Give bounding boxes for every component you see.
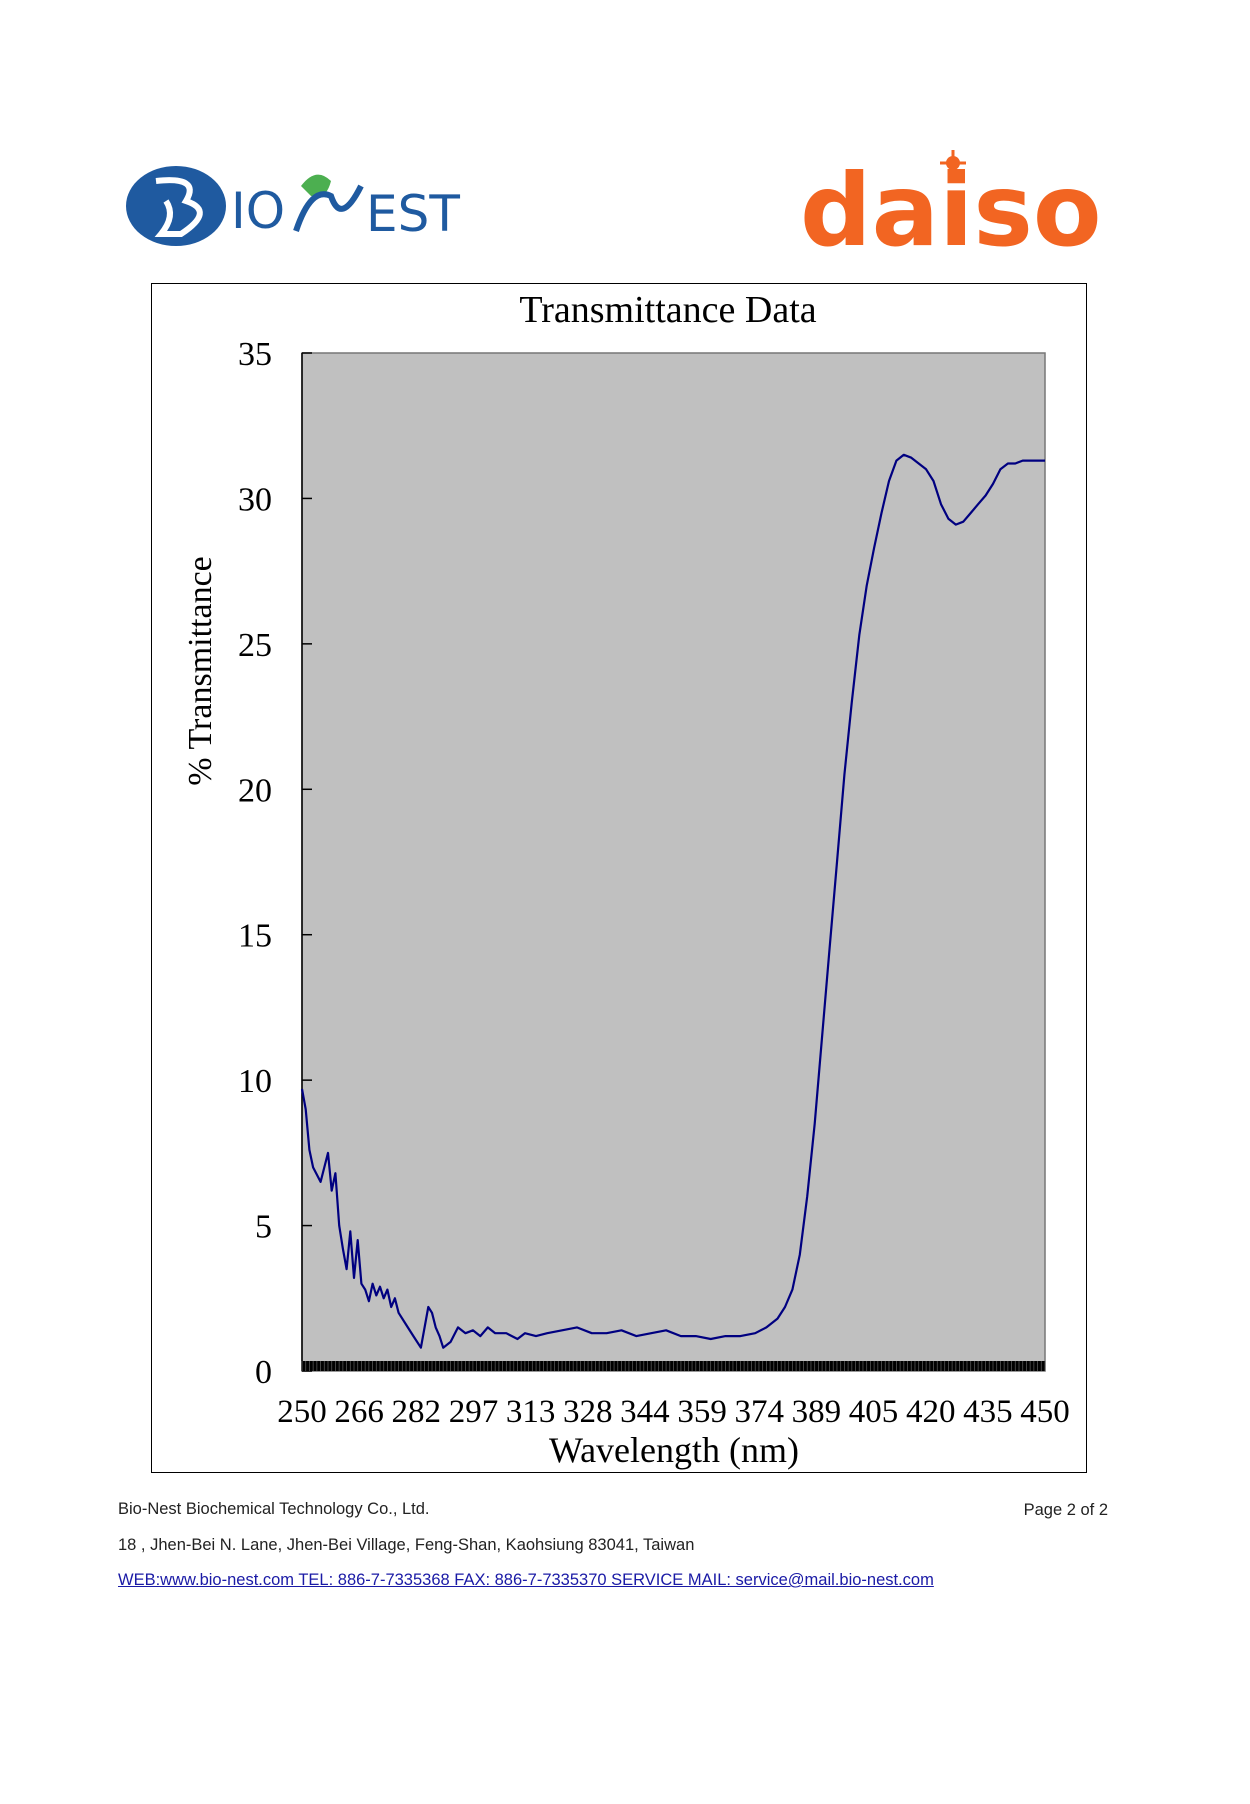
x-tick-label: 389 [792,1394,842,1430]
bionest-logo-text-io: IO [231,182,285,240]
x-tick-label: 450 [1020,1394,1070,1430]
x-tick-label: 313 [506,1394,555,1430]
daiso-logo: daiso [800,150,1100,260]
x-axis-tick-band [301,1361,1046,1371]
x-tick-label: 266 [334,1394,384,1430]
footer-address: 18 , Jhen-Bei N. Lane, Jhen-Bei Village,… [118,1536,695,1554]
bionest-logo: IO EST [126,166,460,246]
footer-company: Bio-Nest Biochemical Technology Co., Ltd… [118,1500,430,1518]
x-tick-label: 297 [449,1394,499,1430]
x-tick-label: 250 [277,1394,327,1430]
y-tick-label: 35 [238,336,272,373]
chart-title: Transmittance Data [519,289,816,331]
bionest-logo-n-glyph [293,184,364,232]
x-tick-label: 344 [620,1394,670,1430]
bionest-logo-emblem [126,166,226,246]
plot-area [301,352,1046,1372]
footer-contact-link[interactable]: WEB:www.bio-nest.com TEL: 886-7-7335368 … [118,1571,934,1589]
daiso-logo-text: daiso [800,152,1100,260]
y-tick-label: 0 [255,1354,272,1391]
page-number: Page 2 of 2 [1023,1501,1108,1519]
x-tick-label: 328 [563,1394,613,1430]
x-axis-label: Wavelength (nm) [549,1430,799,1470]
y-tick-label: 10 [238,1063,272,1100]
x-tick-label: 359 [677,1394,727,1430]
x-tick-label: 420 [906,1394,956,1430]
bionest-logo-text-est: EST [366,185,460,243]
bionest-logo-b-glyph [154,177,203,237]
y-tick-label: 30 [238,481,272,518]
x-tick-label: 405 [849,1394,899,1430]
y-tick-label: 25 [238,627,272,664]
daiso-logo-star [940,150,966,176]
y-tick-label: 20 [238,772,272,809]
y-axis-label: % Transmittance [182,556,219,785]
y-tick-label: 15 [238,918,272,955]
x-tick-label: 282 [392,1394,442,1430]
y-tick-label: 5 [255,1209,272,1246]
transmittance-series-line [300,453,1045,1349]
x-tick-label: 374 [734,1394,784,1430]
chart-frame [151,283,1087,1473]
transmittance-chart: Transmittance Data 0 5 10 15 20 25 30 35 250 266 28… [182,289,1070,1470]
x-tick-label: 435 [963,1394,1013,1430]
